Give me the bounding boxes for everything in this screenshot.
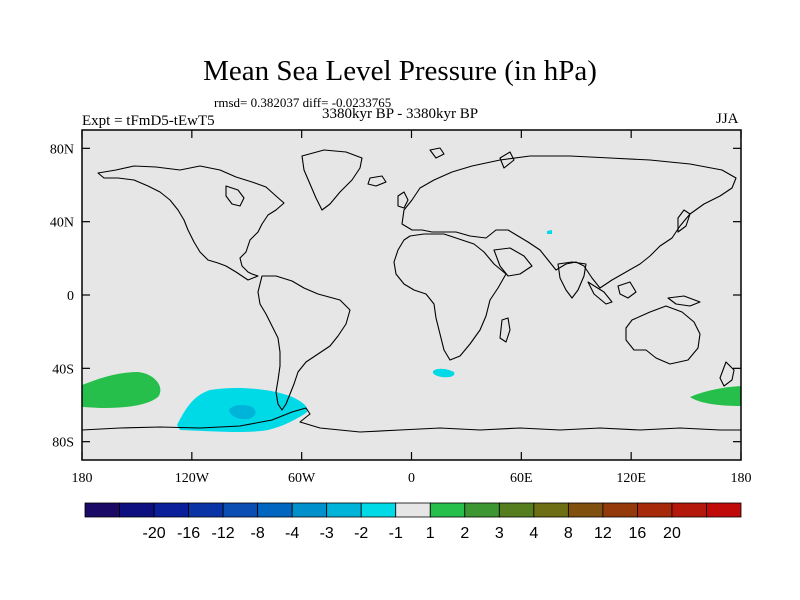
coast-japan <box>677 209 691 233</box>
colorbar-swatch <box>429 502 466 518</box>
y-tick-label: 0 <box>67 289 74 304</box>
colorbar-swatch <box>706 502 742 518</box>
colorbar-swatch <box>533 502 569 518</box>
colorbar-swatch <box>326 502 362 518</box>
colorbar-label: -4 <box>285 525 299 542</box>
coast-australia <box>625 305 701 365</box>
coast-new-zealand <box>719 361 735 387</box>
colorbar-label: 16 <box>629 525 647 542</box>
coast-borneo <box>617 281 637 299</box>
map-background <box>82 130 741 460</box>
colorbar-label: -12 <box>212 525 235 542</box>
anomaly-layer <box>82 230 741 433</box>
coast-india <box>557 261 587 299</box>
y-tick-label: 40N <box>50 216 74 231</box>
colorbar: -20 -16 -12 -8 -4 -3 -2 -1 1 2 3 4 8 12 16 20 <box>84 502 742 542</box>
anomaly-central-asia-negative <box>547 230 552 234</box>
colorbar-swatch <box>602 502 638 518</box>
coastline-layer <box>82 147 741 433</box>
colorbar-label: -2 <box>354 525 368 542</box>
coast-iceland <box>367 175 387 187</box>
colorbar-label: -20 <box>142 525 165 542</box>
colorbar-swatch <box>498 502 535 518</box>
coast-north-america <box>97 165 285 281</box>
y-tick-label: 80N <box>50 142 74 157</box>
colorbar-swatch <box>188 502 224 518</box>
stats-text: rmsd= 0.382037 diff= -0.0233765 <box>214 95 392 110</box>
y-tick-label: 80S <box>52 436 74 451</box>
x-tick-label: 180 <box>731 471 752 486</box>
x-tick-label: 180 <box>72 471 93 486</box>
coast-svalbard <box>429 147 445 159</box>
colorbar-swatch <box>637 502 673 518</box>
anomaly-south-pacific-positive <box>82 372 161 408</box>
season-label: JJA <box>716 111 739 127</box>
x-tick-label: 120W <box>175 471 210 486</box>
anomaly-south-atlantic-negative <box>432 368 455 378</box>
coast-hudson-bay <box>225 185 245 207</box>
period-label: 3380kyr BP - 3380kyr BP <box>321 106 479 122</box>
colorbar-swatch <box>464 502 500 518</box>
coast-south-america <box>257 275 351 411</box>
colorbar-swatch <box>395 502 431 518</box>
colorbar-label: -8 <box>251 525 265 542</box>
experiment-label: Expt = tFmD5-tEwT5 <box>82 113 215 129</box>
colorbar-swatch <box>153 502 189 518</box>
y-tick-label: 40S <box>52 362 74 377</box>
colorbar-label: -16 <box>177 525 200 542</box>
x-tick-label: 0 <box>408 471 415 486</box>
colorbar-swatch <box>671 502 707 518</box>
coast-sumatra <box>587 281 613 305</box>
x-tick-label: 60E <box>510 471 533 486</box>
coast-new-guinea <box>667 295 701 307</box>
colorbar-swatch <box>222 502 259 518</box>
coast-africa <box>393 233 507 361</box>
x-tick-label: 120E <box>616 471 646 486</box>
colorbar-swatch <box>291 502 328 518</box>
colorbar-swatch <box>84 502 120 518</box>
coast-madagascar <box>499 317 511 343</box>
map-title: Mean Sea Level Pressure (in hPa) <box>203 55 597 87</box>
colorbar-label: -1 <box>389 525 403 542</box>
coast-antarctica <box>82 407 741 433</box>
coast-novaya-zemlya <box>499 151 515 169</box>
colorbar-label: 8 <box>564 525 573 542</box>
anomaly-southern-ocean-negative-core <box>229 405 256 420</box>
colorbar-label: -3 <box>320 525 334 542</box>
y-axis: 80N 40N 0 40S 80S <box>50 142 741 451</box>
colorbar-swatch <box>257 502 293 518</box>
anomaly-tasman-positive <box>690 386 741 406</box>
x-axis: 180 120W 60W 0 60E 120E 180 <box>72 130 752 486</box>
colorbar-label: 12 <box>594 525 612 542</box>
coast-great-britain <box>397 191 409 209</box>
colorbar-swatch <box>567 502 604 518</box>
x-tick-label: 60W <box>288 471 316 486</box>
colorbar-label: 1 <box>426 525 435 542</box>
colorbar-label: 20 <box>663 525 681 542</box>
colorbar-label: 2 <box>460 525 469 542</box>
colorbar-label: 4 <box>529 525 538 542</box>
coast-eurasia <box>401 155 737 289</box>
colorbar-swatch <box>360 502 397 518</box>
colorbar-label: 3 <box>495 525 504 542</box>
colorbar-swatch <box>119 502 155 518</box>
coast-arabia <box>493 247 533 277</box>
coast-greenland <box>301 149 363 211</box>
